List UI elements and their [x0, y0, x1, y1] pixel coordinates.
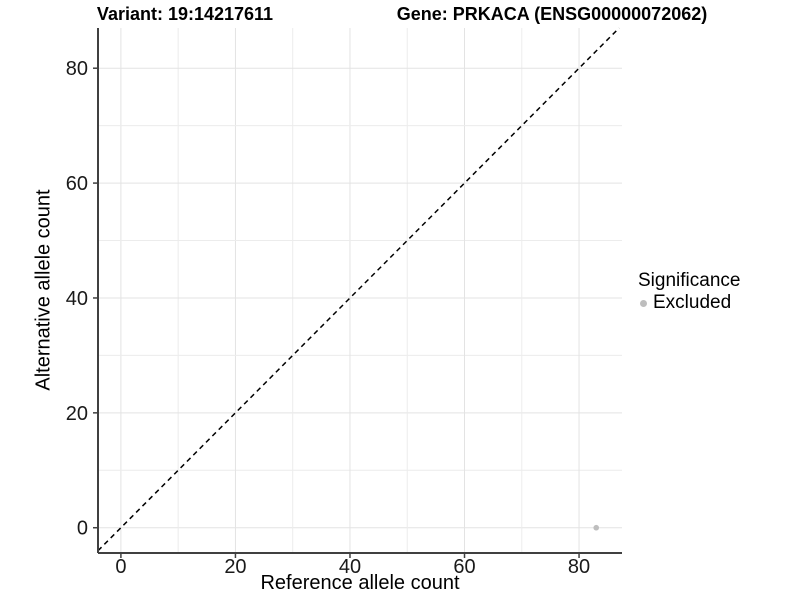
- y-axis-title: Alternative allele count: [32, 189, 55, 391]
- data-point: [593, 524, 600, 531]
- variant-title: Variant: 19:14217611: [96, 4, 274, 24]
- legend-item-excluded: Excluded: [638, 292, 740, 314]
- legend-title: Significance: [638, 270, 741, 291]
- gene-title: Gene: PRKACA (ENSG00000072062): [396, 4, 708, 24]
- x-tick-label: 80: [568, 556, 590, 578]
- y-tick-label: 20: [66, 403, 88, 425]
- y-tick-label: 0: [77, 518, 88, 540]
- excluded-point-icon: [640, 299, 647, 307]
- y-tick-label: 80: [66, 58, 88, 80]
- x-tick-label: 0: [115, 556, 126, 578]
- x-tick-label: 40: [339, 556, 361, 578]
- identity-dashed-line: [97, 27, 620, 552]
- x-tick-label: 20: [224, 556, 246, 578]
- y-tick-label: 40: [66, 288, 88, 310]
- legend-item-label: Excluded: [653, 292, 732, 313]
- legend: Significance Excluded: [638, 270, 740, 314]
- y-tick-label: 60: [66, 173, 88, 195]
- x-axis-title: Reference allele count: [260, 572, 460, 594]
- x-tick-label: 60: [453, 556, 475, 578]
